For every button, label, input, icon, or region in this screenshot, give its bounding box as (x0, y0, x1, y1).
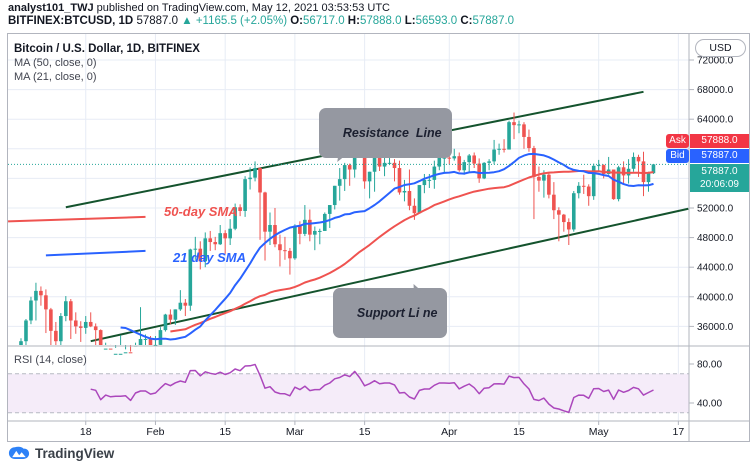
last-price-box[interactable]: 57887.0 20:06:09 (690, 164, 749, 192)
support-label-text: Support Li ne (356, 306, 438, 320)
svg-text:64000.0: 64000.0 (697, 115, 734, 126)
resistance-line-label[interactable]: Resistance Line (319, 108, 452, 158)
bar-countdown: 20:06:09 (700, 179, 739, 190)
svg-text:36000.0: 36000.0 (697, 322, 734, 333)
bid-price-label[interactable]: 57887.0 (690, 149, 749, 163)
svg-text:Feb: Feb (146, 426, 164, 438)
close-label: C: (460, 15, 473, 27)
svg-text:Mar: Mar (286, 426, 305, 438)
chart-canvas[interactable]: 72000.0 68000.0 64000.0 52000.0 48000.0 44000… (8, 34, 749, 441)
legend-title[interactable]: Bitcoin / U.S. Dollar, 1D, BITFINEX (14, 43, 200, 55)
low-value: 56593.0 (415, 15, 458, 27)
legend-ma21[interactable]: MA (21, close, 0) (14, 71, 97, 83)
last-price-value: 57887.0 (701, 166, 738, 177)
author-name: analyst101_TWJ (8, 2, 94, 14)
svg-text:72000.0: 72000.0 (697, 56, 734, 67)
open-label: O: (290, 15, 304, 27)
svg-text:18: 18 (80, 426, 92, 438)
byline-text: published on TradingView.com, May 12, 20… (93, 2, 390, 14)
high-value: 57888.0 (359, 15, 402, 27)
ask-tag: Ask (666, 134, 689, 148)
open-value: 56717.0 (303, 15, 345, 27)
svg-text:80.00: 80.00 (697, 360, 722, 371)
svg-text:Apr: Apr (441, 426, 458, 438)
sma21-label[interactable]: 21 day SMA (173, 250, 246, 265)
sma50-label[interactable]: 50-day SMA (164, 204, 238, 219)
chart-frame: 72000.0 68000.0 64000.0 52000.0 48000.0 44000… (7, 33, 750, 442)
chart-legend: Bitcoin / U.S. Dollar, 1D, BITFINEX MA (… (14, 42, 200, 84)
tradingview-brand: TradingView (35, 446, 115, 461)
bid-tag: Bid (666, 149, 689, 163)
svg-text:40000.0: 40000.0 (697, 292, 734, 303)
support-line-label[interactable]: Support Li ne (333, 288, 448, 338)
legend-ma50[interactable]: MA (50, close, 0) (14, 57, 97, 69)
currency-unit-button[interactable]: USD (695, 39, 746, 57)
symbol-name: BITFINEX:BTCUSD, 1D (8, 15, 134, 27)
resistance-label-text: Resistance Line (342, 126, 442, 140)
svg-text:44000.0: 44000.0 (697, 263, 734, 274)
svg-text:15: 15 (359, 426, 371, 438)
last-price: 57887.0 (136, 15, 179, 27)
tradingview-logo-icon (8, 446, 30, 461)
svg-text:15: 15 (219, 426, 231, 438)
high-label: H: (347, 15, 360, 27)
low-label: L: (404, 15, 416, 27)
close-value: 57887.0 (472, 15, 515, 27)
symbol-info-bar: BITFINEX:BTCUSD, 1D 57887.0 ▲ +1165.5 (+… (8, 15, 514, 27)
ask-price-label[interactable]: 57888.0 (690, 134, 749, 148)
svg-text:17: 17 (673, 426, 685, 438)
svg-text:15: 15 (513, 426, 525, 438)
svg-text:May: May (589, 426, 610, 438)
rsi-indicator-label[interactable]: RSI (14, close) (14, 354, 87, 366)
up-arrow-icon: ▲ (181, 15, 193, 27)
svg-text:52000.0: 52000.0 (697, 204, 734, 215)
svg-text:68000.0: 68000.0 (697, 85, 734, 96)
price-change: +1165.5 (+2.05%) (195, 15, 288, 27)
attribution[interactable]: TradingView (8, 446, 114, 461)
publish-byline: analyst101_TWJ published on TradingView.… (8, 2, 390, 14)
svg-text:40.00: 40.00 (697, 399, 722, 410)
svg-text:48000.0: 48000.0 (697, 233, 734, 244)
